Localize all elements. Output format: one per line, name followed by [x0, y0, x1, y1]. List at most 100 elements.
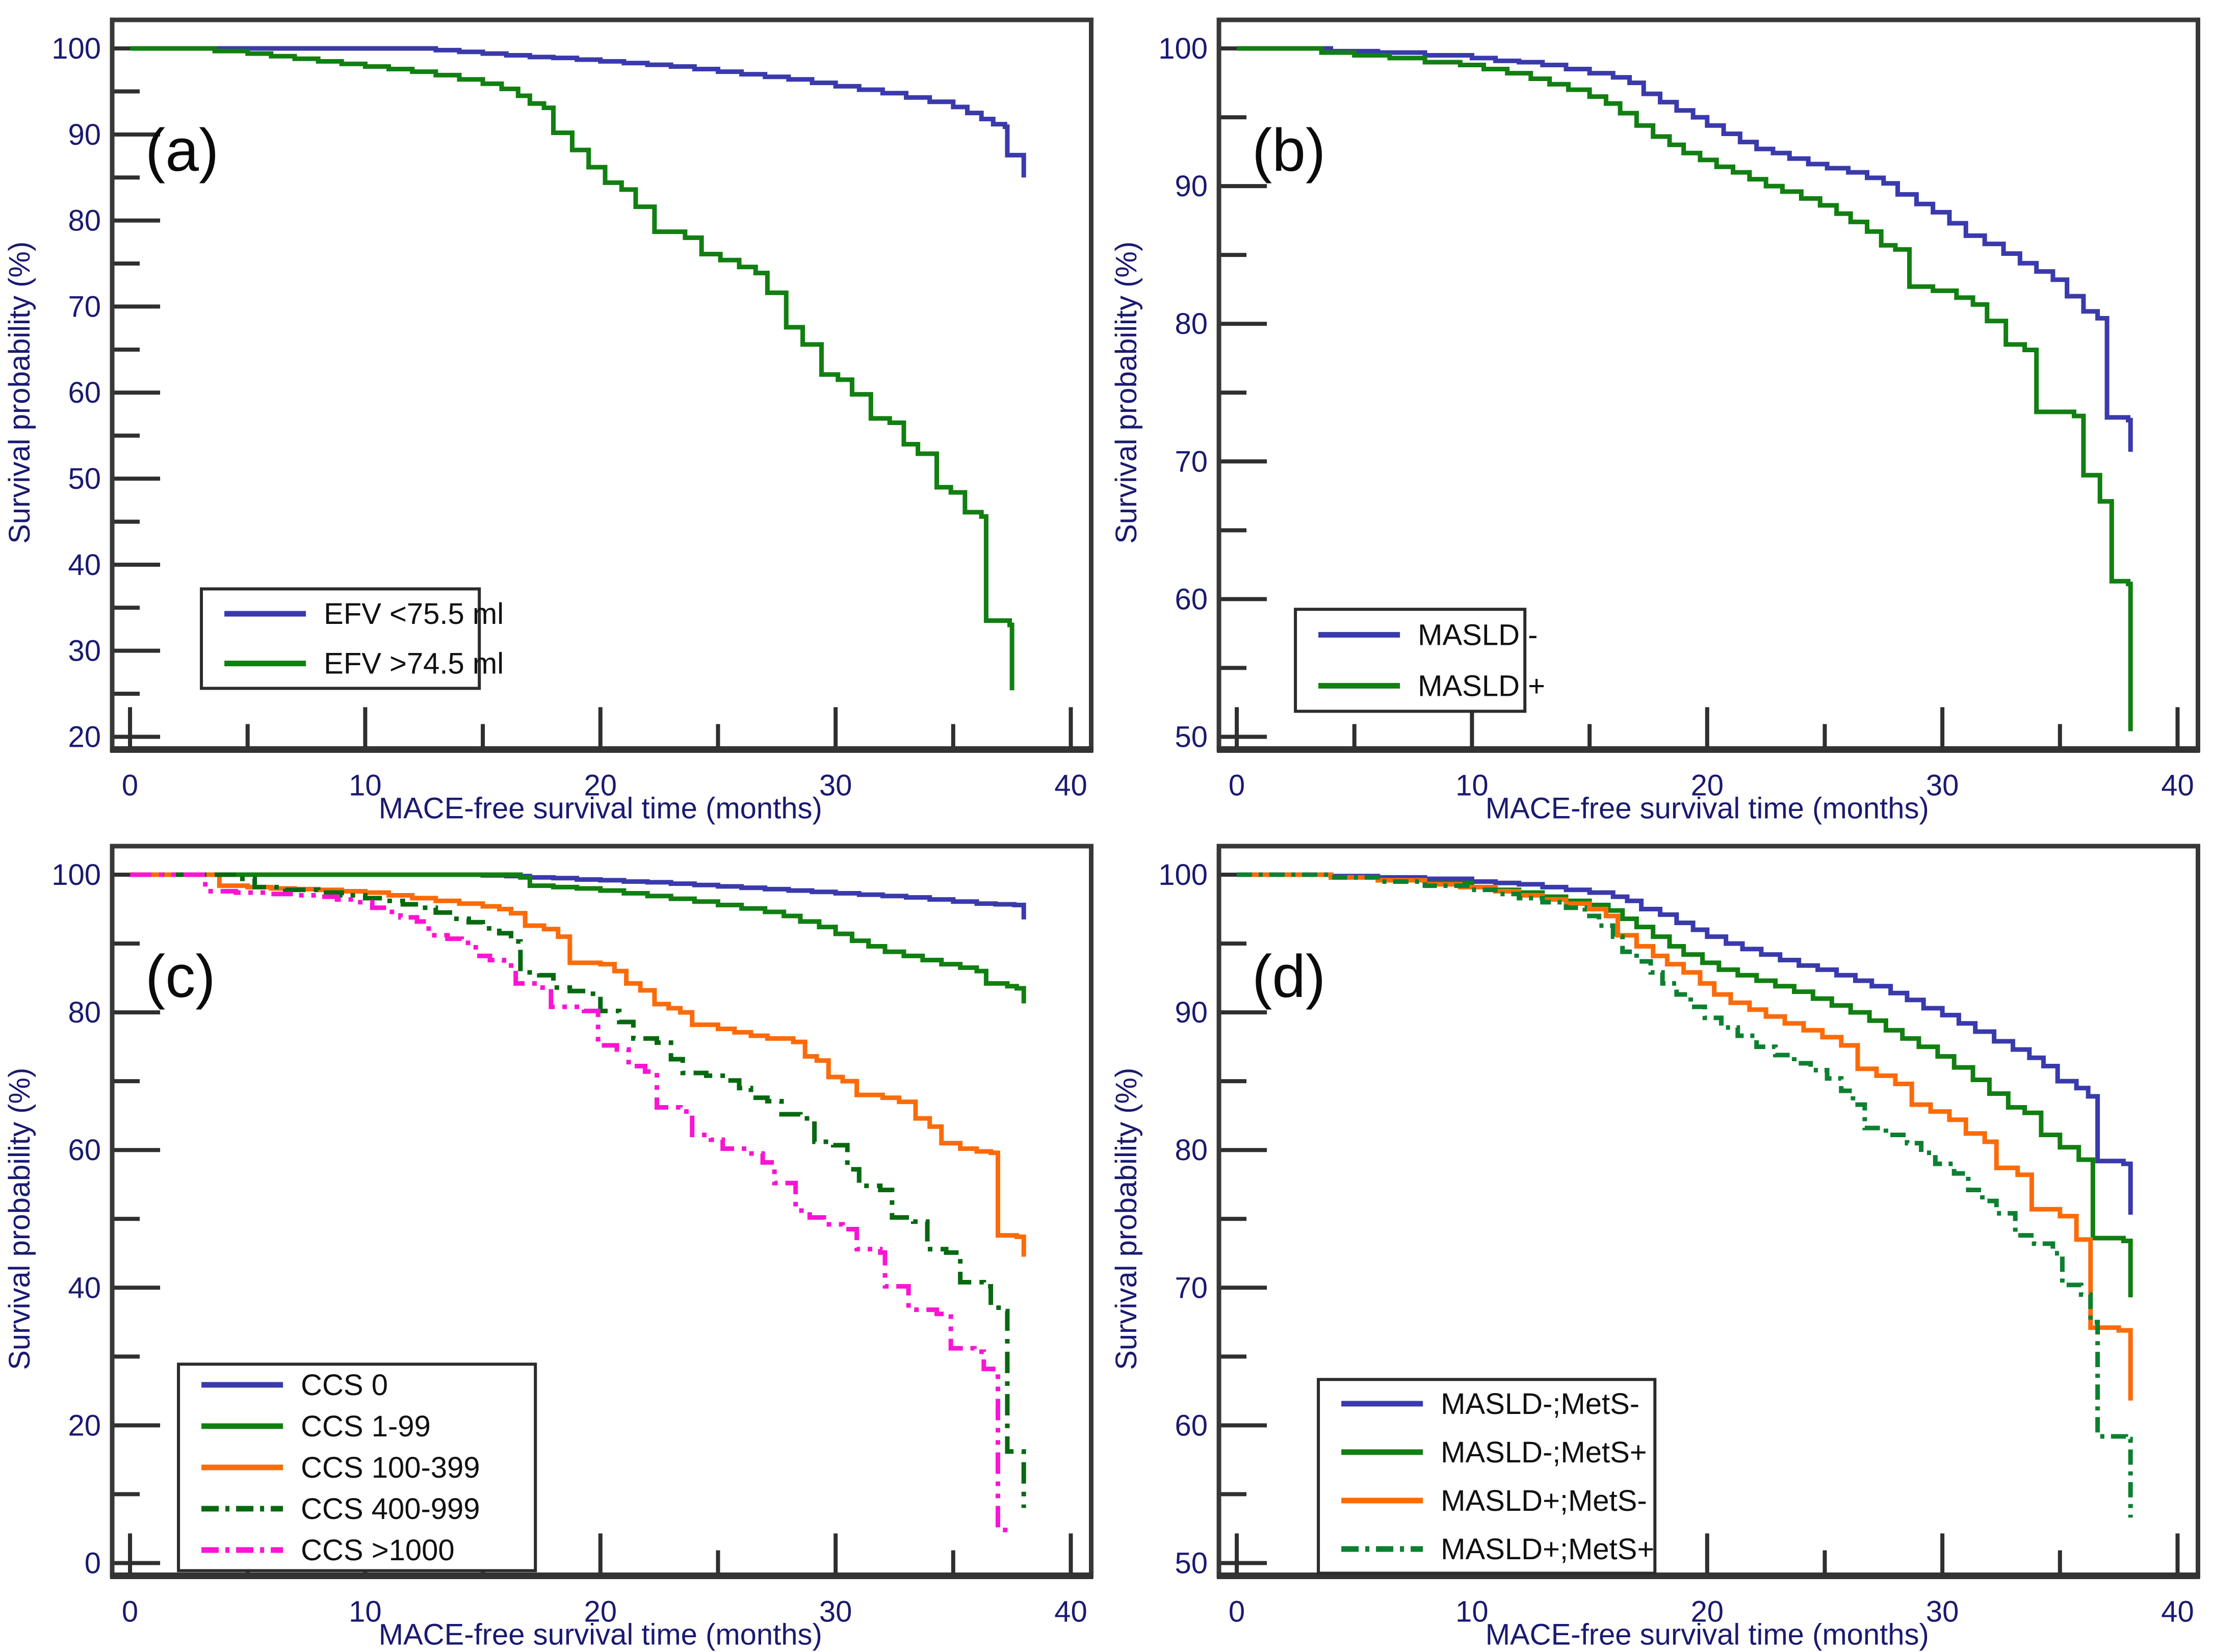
- panel-b: 50 60 70 80 90 100 0 10 20 30 40 MACE-free survival…: [1107, 0, 2213, 826]
- y-tick-label: 70: [1175, 445, 1208, 478]
- y-axis-label: Survival probability (%): [1110, 1067, 1143, 1370]
- legend-label-masld: MASLD +: [1418, 669, 1545, 702]
- x-tick-label: 0: [1228, 1595, 1244, 1628]
- x-tick-label: 10: [349, 1595, 382, 1628]
- x-tick-label: 10: [349, 769, 382, 802]
- panel-d: 50 60 70 80 90 100 0 10 20 30 40 MACE-free survival…: [1107, 826, 2213, 1652]
- legend: EFV <75.5 ml EFV >74.5 ml: [200, 587, 504, 690]
- legend-label-ccs-400-999: CCS 400-999: [301, 1492, 480, 1525]
- legend-label-ccs-100-399: CCS 100-399: [301, 1451, 480, 1484]
- x-tick-label: 20: [584, 769, 617, 802]
- x-tick-label: 40: [1054, 1595, 1087, 1628]
- legend-label-masld-mets: MASLD+;MetS-: [1441, 1484, 1647, 1517]
- x-axis-ticks: 0 10 20 30 40: [1228, 707, 2194, 802]
- y-axis-ticks: 50 60 70 80 90 100: [1158, 32, 1267, 753]
- x-tick-label: 0: [122, 769, 138, 802]
- panel-b-chart: 50 60 70 80 90 100 0 10 20 30 40 MACE-free survival…: [1110, 17, 2200, 825]
- legend: MASLD - MASLD +: [1293, 608, 1545, 713]
- x-tick-label: 30: [819, 1595, 852, 1628]
- y-tick-label: 70: [1175, 1271, 1208, 1304]
- panel-a-chart: 20 30 40 50 60 70 80 90 100 0 10 20 30 40 MACE-free su…: [3, 17, 1094, 825]
- legend-label-efv-74-5-ml: EFV >74.5 ml: [324, 647, 504, 680]
- y-tick-label: 40: [68, 1271, 101, 1304]
- x-axis-label: MACE-free survival time (months): [379, 792, 822, 825]
- y-tick-label: 60: [68, 376, 101, 409]
- series-ccs-1-99: [130, 872, 1026, 1004]
- y-tick-label: 100: [1158, 858, 1208, 891]
- series-masld-mets: [1236, 872, 2133, 1517]
- x-tick-label: 0: [1228, 769, 1244, 802]
- y-tick-label: 50: [1175, 720, 1208, 753]
- series-ccs-1000: [130, 872, 1014, 1533]
- y-axis-label: Survival probability (%): [3, 1067, 36, 1370]
- panel-letter: (a): [145, 117, 219, 184]
- x-tick-label: 40: [2161, 1595, 2194, 1628]
- x-tick-label: 30: [819, 769, 852, 802]
- x-axis-ticks: 0 10 20 30 40: [1228, 1533, 2194, 1628]
- x-tick-label: 10: [1455, 769, 1489, 802]
- y-tick-label: 90: [1175, 996, 1208, 1029]
- panel-letter: (b): [1252, 117, 1325, 184]
- x-axis-ticks: 0 10 20 30 40: [122, 707, 1087, 802]
- series-ccs-400-999: [130, 872, 1026, 1508]
- legend-box: [1293, 608, 1526, 713]
- x-tick-label: 0: [122, 1595, 138, 1628]
- y-tick-label: 100: [51, 858, 101, 891]
- x-tick-label: 30: [1925, 1595, 1959, 1628]
- y-tick-label: 80: [68, 996, 101, 1029]
- x-tick-label: 20: [1690, 769, 1724, 802]
- y-tick-label: 80: [68, 204, 101, 238]
- panel-d-chart: 50 60 70 80 90 100 0 10 20 30 40 MACE-free survival…: [1110, 844, 2200, 1651]
- series-ccs-0: [130, 872, 1026, 920]
- y-axis-ticks: 0 20 40 60 80 100: [51, 858, 161, 1580]
- x-tick-label: 30: [1925, 769, 1959, 802]
- y-tick-label: 40: [68, 548, 101, 582]
- legend-label-masld: MASLD -: [1418, 618, 1538, 651]
- panel-c-chart: 0 20 40 60 80 100 0 10 20 30 40 MACE-free survival …: [3, 844, 1094, 1651]
- x-tick-label: 10: [1455, 1595, 1489, 1628]
- x-tick-label: 20: [584, 1595, 617, 1628]
- legend-label-efv-75-5-ml: EFV <75.5 ml: [324, 597, 504, 631]
- x-tick-label: 40: [1054, 769, 1087, 802]
- series-masld-mets: [1236, 872, 2133, 1297]
- series-masld: [1236, 46, 2133, 731]
- y-axis-label: Survival probability (%): [1110, 242, 1143, 544]
- legend-label-ccs-0: CCS 0: [301, 1368, 388, 1401]
- x-axis-label: MACE-free survival time (months): [1485, 792, 1929, 825]
- y-tick-label: 90: [68, 118, 101, 151]
- y-tick-label: 0: [85, 1546, 101, 1580]
- panel-letter: (c): [145, 943, 216, 1010]
- legend-box: [200, 587, 481, 690]
- y-tick-label: 80: [1175, 307, 1208, 340]
- panel-c: 0 20 40 60 80 100 0 10 20 30 40 MACE-free survival …: [0, 826, 1107, 1652]
- y-axis-ticks: 50 60 70 80 90 100: [1158, 858, 1267, 1580]
- legend-label-ccs-1-99: CCS 1-99: [301, 1409, 431, 1443]
- y-axis-label: Survival probability (%): [3, 242, 36, 544]
- y-tick-label: 50: [1175, 1546, 1208, 1580]
- y-axis-ticks: 20 30 40 50 60 70 80 90 100: [51, 32, 161, 753]
- y-tick-label: 20: [68, 1409, 101, 1442]
- series-masld-mets: [1236, 872, 2133, 1401]
- y-tick-label: 30: [68, 635, 101, 668]
- x-axis-label: MACE-free survival time (months): [1485, 1618, 1929, 1651]
- series-efv-74-5-ml: [130, 46, 1014, 691]
- y-tick-label: 100: [1158, 32, 1208, 65]
- x-axis-label: MACE-free survival time (months): [379, 1618, 822, 1651]
- legend-label-masld-mets: MASLD-;MetS+: [1441, 1435, 1647, 1469]
- x-tick-label: 20: [1690, 1595, 1724, 1628]
- y-tick-label: 70: [68, 290, 101, 323]
- y-tick-label: 100: [51, 32, 101, 65]
- series-masld-mets: [1236, 872, 2133, 1215]
- y-tick-label: 90: [1175, 170, 1208, 203]
- legend-box: [1316, 1377, 1656, 1575]
- x-axis-ticks: 0 10 20 30 40: [122, 1533, 1087, 1628]
- series-ccs-100-399: [130, 872, 1026, 1257]
- legend-label-masld-mets: MASLD-;MetS-: [1441, 1387, 1639, 1420]
- legend: MASLD-;MetS- MASLD-;MetS+ MASLD+;MetS- MASL…: [1316, 1377, 1656, 1575]
- y-tick-label: 80: [1175, 1134, 1208, 1167]
- y-tick-label: 60: [68, 1134, 101, 1167]
- x-tick-label: 40: [2161, 769, 2194, 802]
- legend-label-ccs-1000: CCS >1000: [301, 1533, 454, 1566]
- panel-a: 20 30 40 50 60 70 80 90 100 0 10 20 30 40 MACE-free su…: [0, 0, 1107, 826]
